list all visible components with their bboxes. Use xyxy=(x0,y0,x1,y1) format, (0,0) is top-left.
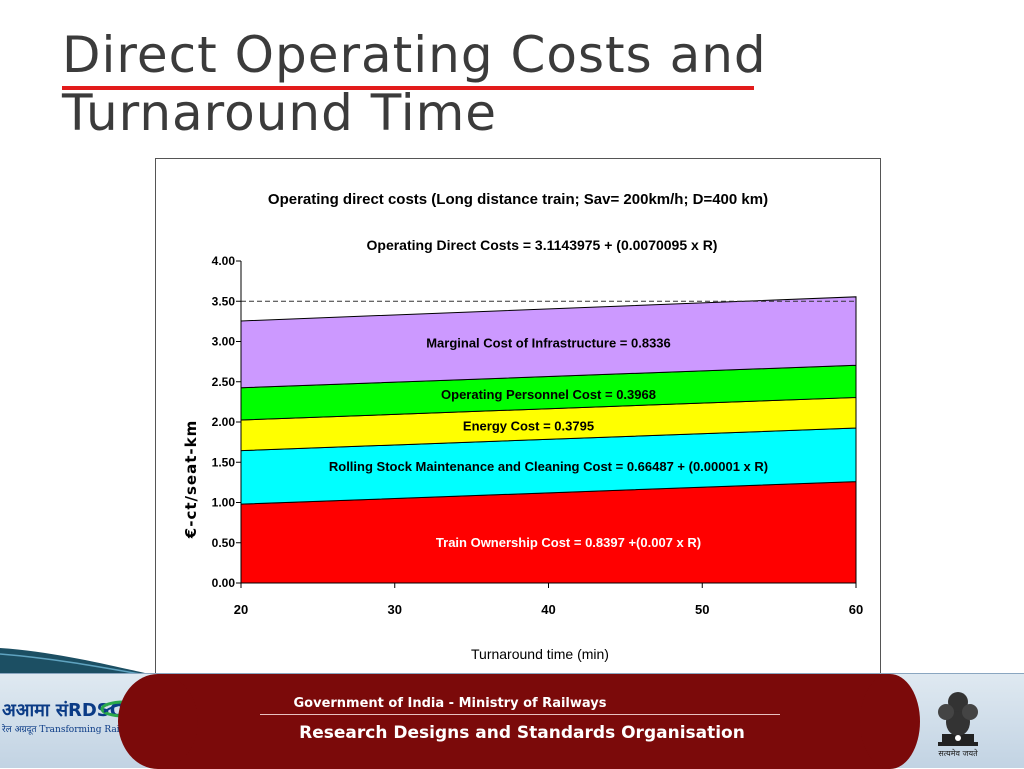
y-tick-label: 1.00 xyxy=(212,496,236,510)
national-emblem-icon xyxy=(938,692,978,746)
emblem-caption-svg: सत्यमेव जयते xyxy=(938,748,978,758)
y-tick-label: 1.50 xyxy=(212,455,236,469)
area-label-1: Train Ownership Cost = 0.8397 +(0.007 x … xyxy=(436,535,701,550)
y-axis-label: €-ct/seat-km xyxy=(182,420,200,539)
area-label-3: Energy Cost = 0.3795 xyxy=(463,419,594,434)
x-tick-labels: 20 30 40 50 60 xyxy=(234,602,863,617)
rdso-logo-tagline: रेल अग्रदूत Transforming Railways xyxy=(2,725,146,735)
x-tick-label: 60 xyxy=(849,602,863,617)
y-tick-labels: 0.00 0.50 1.00 1.50 2.00 2.50 3.00 3.50 4.00 xyxy=(212,254,236,590)
x-tick-label: 40 xyxy=(541,602,555,617)
y-tick-label: 0.50 xyxy=(212,536,236,550)
y-tick-label: 3.50 xyxy=(212,294,236,308)
stacked-area-chart: Operating direct costs (Long distance tr… xyxy=(182,191,863,662)
chart-subtitle: Operating Direct Costs = 3.1143975 + (0.… xyxy=(367,237,718,253)
y-tick-label: 2.50 xyxy=(212,375,236,389)
x-tick-label: 30 xyxy=(388,602,402,617)
decorative-swoosh xyxy=(0,648,150,675)
chart-areas xyxy=(240,296,857,584)
area-label-4: Operating Personnel Cost = 0.3968 xyxy=(441,387,656,402)
footer-divider xyxy=(260,714,780,715)
title-underline xyxy=(62,86,754,90)
y-tick-label: 3.00 xyxy=(212,335,236,349)
area-label-2: Rolling Stock Maintenance and Cleaning C… xyxy=(329,459,768,474)
footer: अआमा संRDSO रेल अग्रदूत Transforming Rai… xyxy=(0,673,1024,769)
rdso-logo-text: अआमा संRDSO xyxy=(2,700,126,721)
chart-area-labels: Train Ownership Cost = 0.8397 +(0.007 x … xyxy=(329,336,768,550)
area-label-5: Marginal Cost of Infrastructure = 0.8336 xyxy=(426,336,671,351)
y-tick-label: 2.00 xyxy=(212,415,236,429)
slide-title: Direct Operating Costs and Turnaround Ti… xyxy=(62,26,767,142)
chart-title: Operating direct costs (Long distance tr… xyxy=(268,191,768,208)
chart-axes xyxy=(236,260,857,588)
x-axis-label: Turnaround time (min) xyxy=(471,646,609,662)
government-line: Government of India - Ministry of Railwa… xyxy=(293,696,607,711)
x-tick-label: 50 xyxy=(695,602,709,617)
emblem-caption: सत्यमेव जयते xyxy=(938,748,978,758)
organisation-name: Research Designs and Standards Organisat… xyxy=(299,723,745,743)
y-tick-label: 4.00 xyxy=(212,254,236,268)
chart-frame: Operating direct costs (Long distance tr… xyxy=(155,158,881,678)
footer-banner xyxy=(118,674,920,769)
y-tick-label: 0.00 xyxy=(212,576,236,590)
x-tick-label: 20 xyxy=(234,602,248,617)
